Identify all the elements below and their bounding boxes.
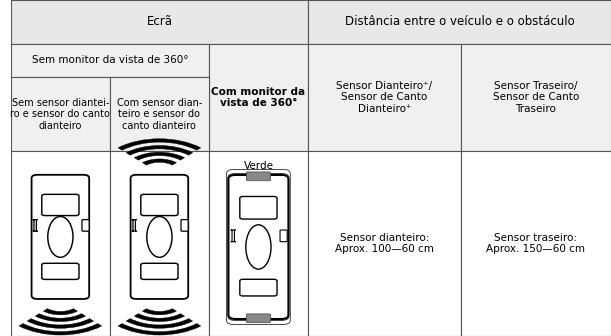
Bar (110, 77, 209, 151)
Wedge shape (118, 324, 201, 335)
FancyBboxPatch shape (231, 230, 236, 242)
Text: Com sensor dian-
teiro e sensor do
canto dianteiro: Com sensor dian- teiro e sensor do canto… (117, 98, 202, 131)
Text: Sensor Dianteiro⁺/
Sensor de Canto
Dianteiro⁺: Sensor Dianteiro⁺/ Sensor de Canto Diant… (337, 81, 433, 114)
Wedge shape (118, 139, 201, 150)
Wedge shape (134, 313, 185, 322)
Bar (11, 44, 209, 77)
FancyBboxPatch shape (82, 220, 89, 231)
FancyBboxPatch shape (32, 175, 89, 299)
FancyBboxPatch shape (240, 197, 277, 219)
FancyBboxPatch shape (246, 314, 271, 323)
Bar (209, 44, 308, 151)
Wedge shape (134, 152, 185, 160)
FancyBboxPatch shape (181, 220, 188, 231)
Text: Sensor Traseiro/
Sensor de Canto
Traseiro: Sensor Traseiro/ Sensor de Canto Traseir… (493, 81, 579, 114)
FancyBboxPatch shape (229, 175, 288, 319)
Text: Com monitor da
vista de 360°: Com monitor da vista de 360° (211, 87, 306, 108)
Bar (11, 77, 110, 151)
Text: Sensor dianteiro:
Aprox. 100—60 cm: Sensor dianteiro: Aprox. 100—60 cm (335, 233, 434, 254)
FancyBboxPatch shape (131, 175, 188, 299)
Wedge shape (35, 313, 86, 322)
Wedge shape (19, 324, 102, 335)
Bar (461, 151, 611, 336)
FancyBboxPatch shape (280, 230, 287, 242)
Text: Ecrã: Ecrã (147, 15, 172, 28)
FancyBboxPatch shape (132, 220, 137, 231)
Text: Sem monitor da vista de 360°: Sem monitor da vista de 360° (32, 55, 188, 66)
Text: Verde: Verde (243, 161, 274, 171)
Ellipse shape (147, 216, 172, 257)
Wedge shape (142, 159, 177, 165)
Bar (11, 0, 308, 44)
Wedge shape (142, 309, 177, 315)
Bar (308, 151, 461, 336)
FancyBboxPatch shape (240, 279, 277, 296)
Wedge shape (126, 319, 192, 328)
Bar (308, 44, 461, 151)
Text: Sensor traseiro:
Aprox. 150—60 cm: Sensor traseiro: Aprox. 150—60 cm (486, 233, 585, 254)
FancyBboxPatch shape (33, 220, 38, 231)
FancyBboxPatch shape (42, 194, 79, 216)
Bar (11, 151, 110, 336)
Text: Sem sensor diantei-
ro e sensor do canto
dianteiro: Sem sensor diantei- ro e sensor do canto… (10, 98, 111, 131)
Bar (308, 0, 611, 44)
Ellipse shape (48, 216, 73, 257)
Ellipse shape (246, 225, 271, 269)
Bar (209, 151, 308, 336)
Wedge shape (27, 319, 93, 328)
Wedge shape (43, 309, 78, 315)
Bar (110, 151, 209, 336)
FancyBboxPatch shape (42, 263, 79, 280)
FancyBboxPatch shape (141, 194, 178, 216)
FancyBboxPatch shape (246, 172, 271, 181)
Wedge shape (126, 145, 192, 155)
FancyBboxPatch shape (141, 263, 178, 280)
Text: Distância entre o veículo e o obstáculo: Distância entre o veículo e o obstáculo (345, 15, 574, 28)
Bar (461, 44, 611, 151)
